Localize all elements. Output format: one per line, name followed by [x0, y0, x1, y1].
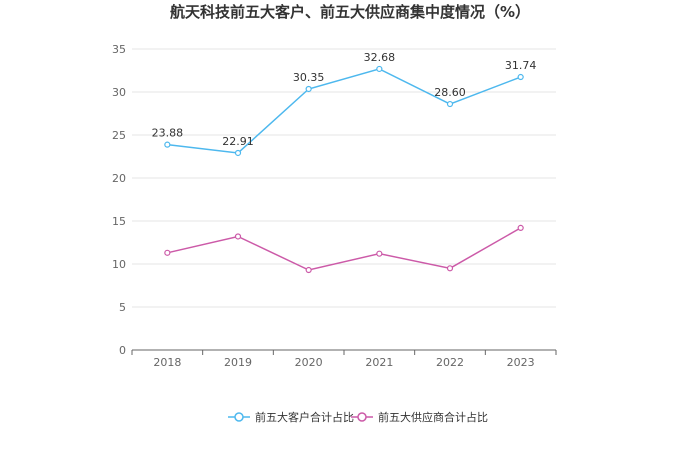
y-tick-label-25: 25	[112, 129, 126, 142]
y-tick-label-20: 20	[112, 172, 126, 185]
data-label-0-2: 30.35	[293, 71, 325, 84]
chart-title: 航天科技前五大客户、前五大供应商集中度情况（%）	[170, 3, 530, 21]
x-tick-label-2018: 2018	[153, 356, 181, 369]
legend-marker-0	[234, 412, 244, 422]
legend: 前五大客户合计占比 前五大供应商合计占比	[228, 410, 488, 424]
x-tick-label-2022: 2022	[436, 356, 464, 369]
series-line-1	[167, 227, 522, 271]
data-point-0-3	[376, 65, 383, 73]
data-point-0-4	[446, 100, 454, 108]
y-tick-label-30: 30	[112, 86, 126, 99]
data-label-0-3: 32.68	[364, 51, 396, 64]
legend-label-0: 前五大客户合计占比	[255, 410, 354, 424]
x-tick-label-2021: 2021	[365, 356, 393, 369]
series-layer	[164, 65, 524, 274]
y-tick-label-10: 10	[112, 258, 126, 271]
data-labels: 23.88 22.91 30.35 32.68 28.60 31.74	[152, 51, 537, 148]
data-label-0-1: 22.91	[222, 135, 254, 148]
data-point-0-5	[517, 73, 524, 81]
x-axis: 2018 2019 2020 2021 2022 2023	[131, 349, 557, 369]
data-point-1-2	[305, 266, 312, 274]
y-axis: 0 5 10 15 20 25 30 35	[112, 43, 126, 357]
data-label-0-0: 23.88	[152, 127, 184, 140]
grid-lines	[132, 48, 556, 308]
x-tick-label-2023: 2023	[507, 356, 535, 369]
data-point-1-1	[234, 233, 242, 240]
y-tick-label-5: 5	[119, 301, 126, 314]
data-point-1-3	[376, 250, 383, 257]
data-point-1-0	[164, 249, 171, 256]
y-tick-label-0: 0	[119, 344, 126, 357]
data-point-0-2	[305, 85, 312, 93]
data-point-0-1	[234, 149, 242, 157]
legend-marker-1	[357, 412, 367, 422]
series-line-0	[167, 68, 521, 154]
data-point-0-0	[164, 141, 171, 148]
y-tick-label-35: 35	[112, 43, 126, 56]
data-label-0-5: 31.74	[505, 59, 537, 72]
y-tick-label-15: 15	[112, 215, 126, 228]
x-tick-label-2019: 2019	[224, 356, 252, 369]
x-tick-label-2020: 2020	[295, 356, 323, 369]
data-point-1-5	[517, 224, 524, 231]
data-point-1-4	[446, 265, 454, 272]
data-label-0-4: 28.60	[434, 86, 466, 99]
legend-label-1: 前五大供应商合计占比	[378, 410, 488, 424]
